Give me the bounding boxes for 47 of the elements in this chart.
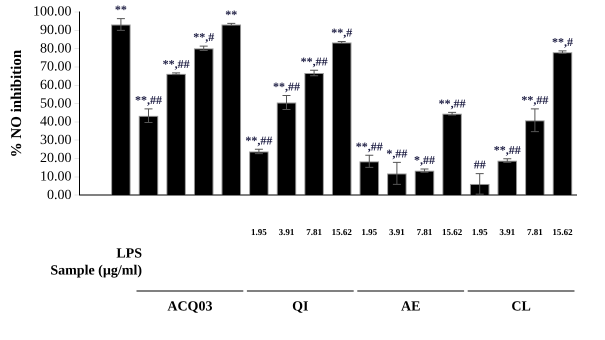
- x-tick-label: 15.62: [552, 226, 574, 237]
- x-tick-label: 3.91: [278, 226, 295, 237]
- y-tick-label: 40.00: [40, 114, 72, 130]
- y-tick-label: 20.00: [40, 151, 72, 166]
- y-tick-label: 0.00: [47, 188, 72, 203]
- data-label: **,##: [300, 54, 328, 68]
- y-axis-title: % NO inhibition: [8, 49, 25, 158]
- data-label: **,##: [356, 139, 383, 154]
- text: QI: [292, 300, 308, 315]
- x-tick-label: 15.62: [442, 226, 463, 237]
- data-label: ##: [474, 158, 486, 172]
- data-label: **,#: [552, 34, 573, 49]
- data-label: **,##: [438, 96, 466, 110]
- data-label: **,##: [272, 80, 300, 94]
- text: LPS: [116, 246, 142, 262]
- data-label: **,##: [245, 133, 272, 148]
- x-tick-label: 7.81: [416, 226, 433, 237]
- x-tick-label: 1.95: [472, 226, 488, 237]
- data-label: **,##: [162, 56, 190, 71]
- y-tick-label: 60.00: [40, 78, 72, 93]
- y-tick-label: 100.00: [33, 4, 72, 20]
- x-tick-label: 7.81: [527, 226, 544, 237]
- data-label: **,#: [193, 30, 214, 44]
- y-tick-label: 90.00: [40, 22, 72, 38]
- text: AE: [400, 300, 420, 315]
- data-label: *,##: [414, 153, 435, 168]
- text: Sample (µg/ml): [50, 264, 142, 279]
- text: CL: [511, 300, 531, 315]
- x-tick-label: 3.91: [499, 226, 516, 237]
- y-tick-label: 10.00: [40, 170, 72, 185]
- data-label: **,##: [494, 142, 521, 157]
- y-tick-label: 80.00: [40, 41, 72, 56]
- y-tick-label: 50.00: [40, 96, 72, 112]
- text: ACQ03: [167, 300, 212, 315]
- y-tick-label: 70.00: [40, 60, 72, 75]
- x-tick-label: 3.91: [389, 226, 406, 237]
- data-label: **,##: [135, 93, 162, 108]
- y-tick-label: 30.00: [40, 132, 72, 148]
- data-label: **: [225, 7, 238, 22]
- data-label: **,##: [521, 93, 548, 108]
- data-label: *,##: [386, 146, 408, 160]
- x-tick-label: 1.95: [361, 226, 378, 237]
- x-tick-label: 1.95: [251, 226, 268, 237]
- data-label: **,#: [331, 26, 352, 40]
- x-tick-label: 7.81: [306, 226, 322, 237]
- data-label: **: [114, 2, 127, 17]
- x-tick-label: 15.62: [332, 226, 352, 237]
